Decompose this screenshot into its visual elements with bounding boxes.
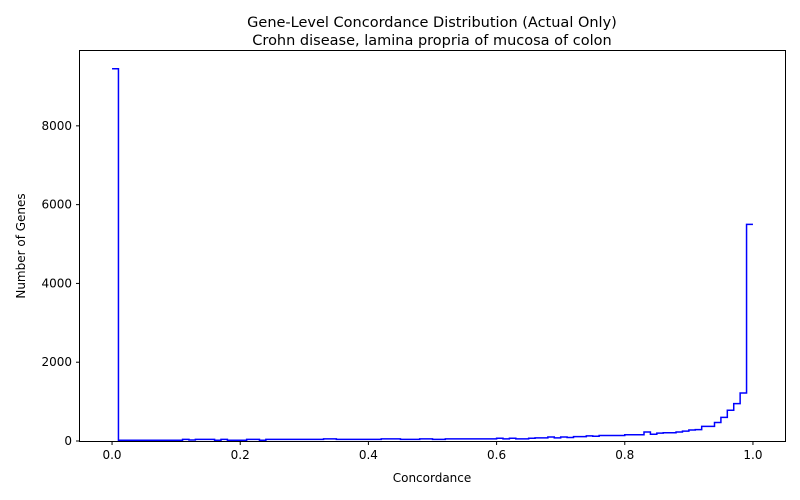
x-tick-label: 0.4 [359, 448, 378, 462]
y-tick-label: 4000 [41, 276, 72, 290]
y-tick-label: 6000 [41, 198, 72, 212]
plot-area [79, 50, 786, 442]
x-tick-label: 0.6 [487, 448, 506, 462]
x-tick-label: 0.8 [615, 448, 634, 462]
y-tick-label: 8000 [41, 119, 72, 133]
x-tick-label: 0.0 [102, 448, 121, 462]
y-tick-label: 2000 [41, 355, 72, 369]
y-tick-label: 0 [64, 434, 72, 448]
x-tick-label: 0.2 [231, 448, 250, 462]
axes-frame [79, 50, 786, 442]
x-axis-label: Concordance [393, 471, 472, 485]
y-axis-label: Number of Genes [14, 193, 28, 298]
x-axis: 0.0 0.2 0.4 0.6 0.8 1.0 [102, 441, 763, 462]
chart-subtitle: Crohn disease, lamina propria of mucosa … [252, 33, 611, 49]
chart-title: Gene-Level Concordance Distribution (Act… [247, 15, 617, 31]
x-tick-label: 1.0 [743, 448, 762, 462]
y-axis: 0 2000 4000 6000 8000 [41, 119, 80, 448]
series-line [112, 67, 753, 441]
